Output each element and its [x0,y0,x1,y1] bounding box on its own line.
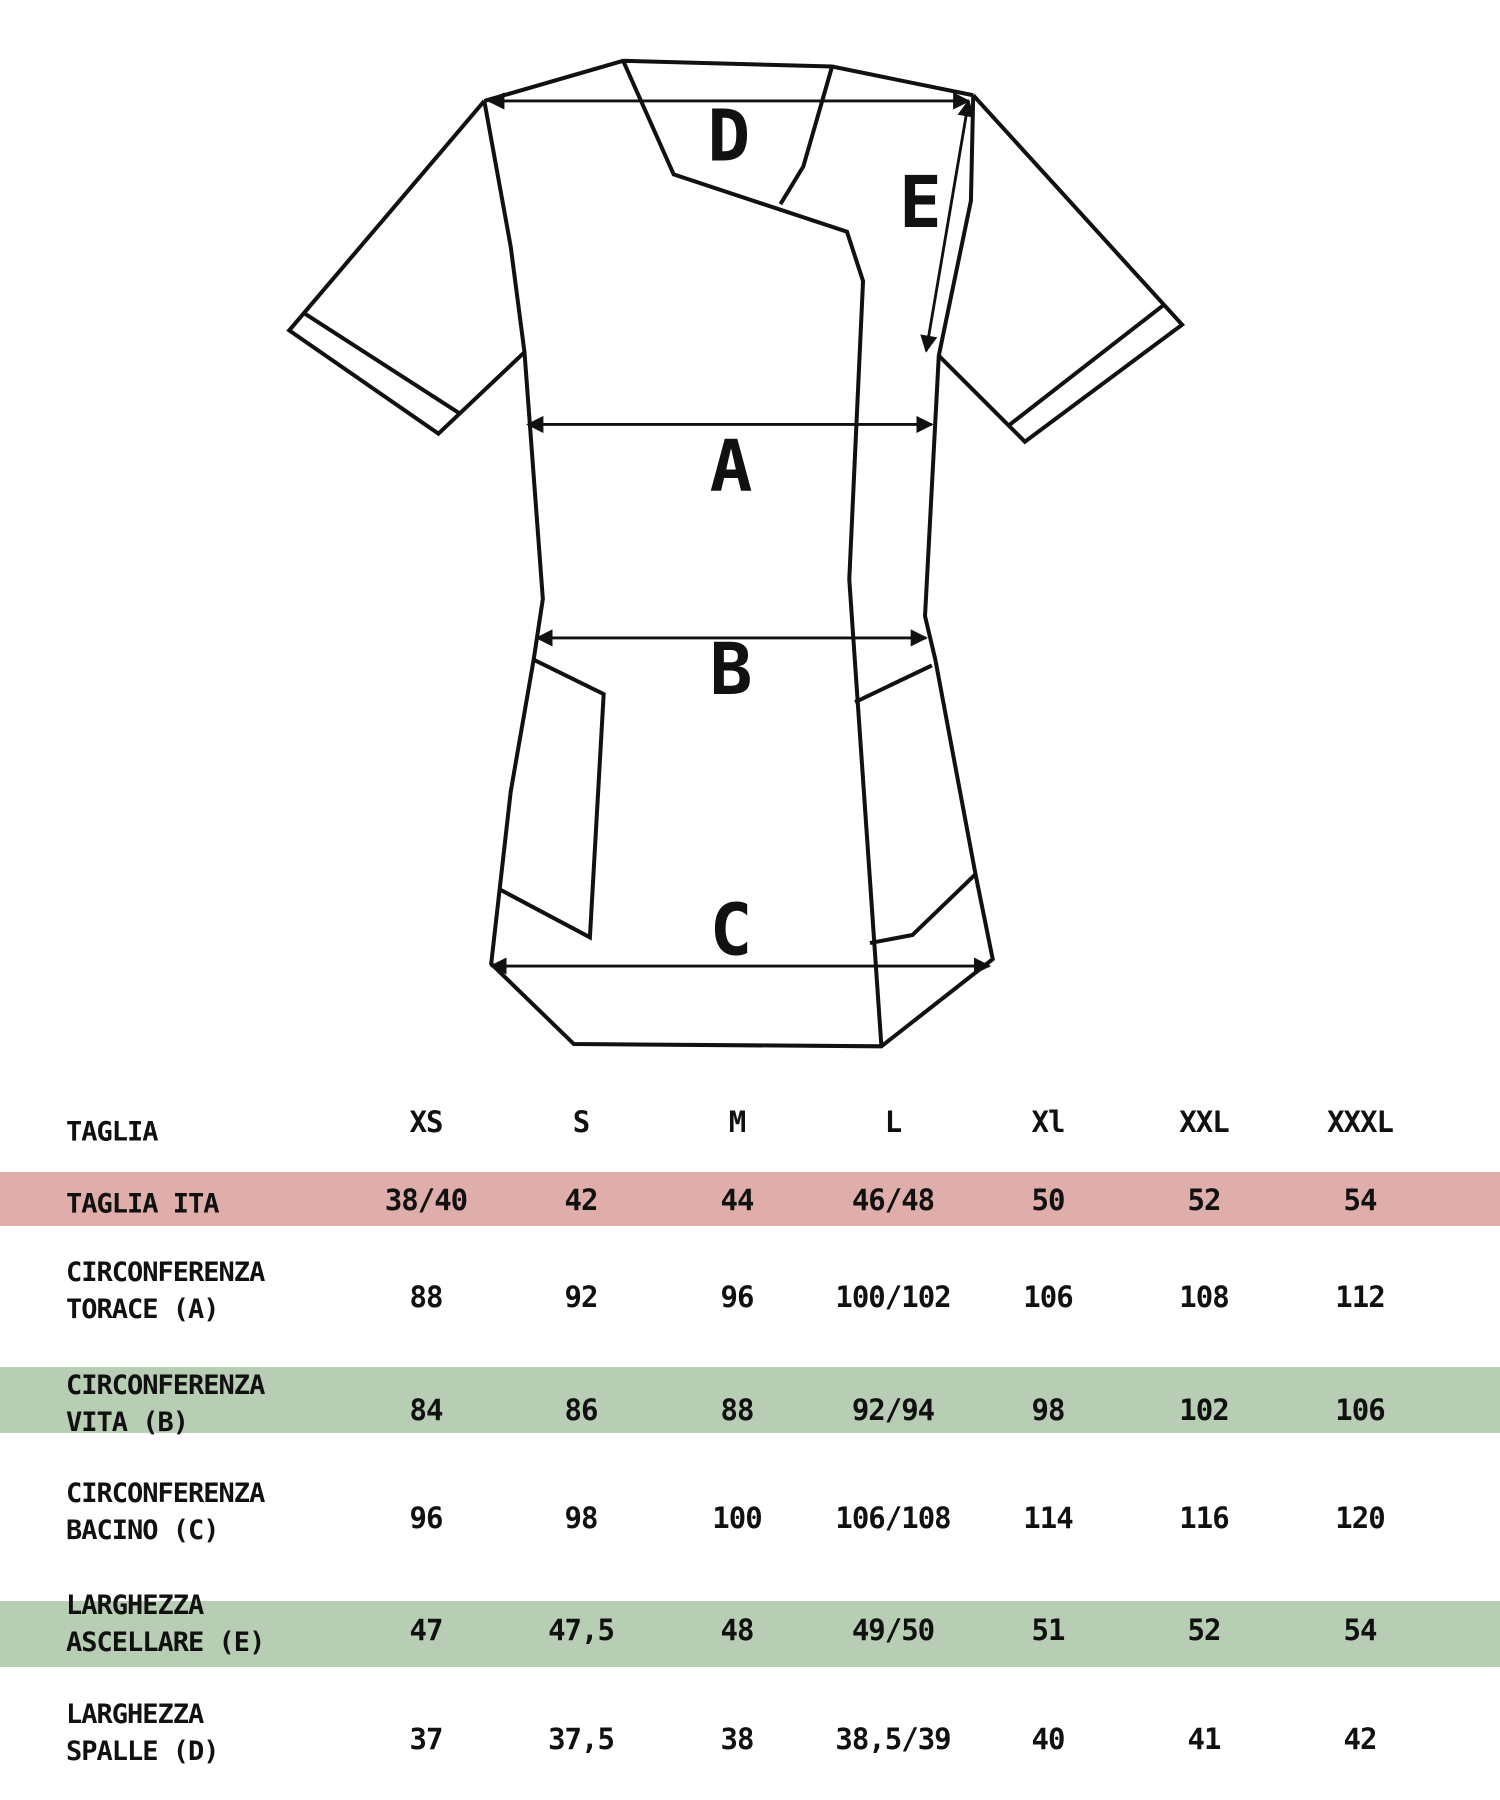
table-cell: 112 [1335,1280,1385,1314]
size-header: L [884,1105,902,1139]
table-cell: 88 [409,1280,444,1314]
table-cell: 38 [720,1722,755,1756]
table-cell: 100/102 [835,1280,951,1314]
table-cell: 54 [1343,1613,1378,1647]
table-cell: 86 [564,1393,599,1427]
row-band-green [0,1367,1500,1433]
table-cell: 47,5 [548,1613,615,1647]
table-cell: 38/40 [384,1183,468,1217]
table-cell: 42 [1343,1722,1378,1756]
size-header: XXXL [1327,1105,1394,1139]
row-band-pink [0,1172,1500,1226]
table-cell: 98 [564,1501,599,1535]
table-cell: 42 [564,1183,599,1217]
table-cell: 106/108 [835,1501,951,1535]
table-cell: 88 [720,1393,755,1427]
table-cell: 96 [720,1280,755,1314]
table-cell: 47 [409,1613,444,1647]
table-cell: 92 [564,1280,599,1314]
table-cell: 108 [1179,1280,1229,1314]
table-cell: 51 [1031,1613,1066,1647]
size-header: XS [409,1105,444,1139]
table-cell: 84 [409,1393,444,1427]
row-label: CIRCONFERENZA TORACE (A) [66,1257,265,1325]
table-cell: 46/48 [851,1183,935,1217]
measure-arrows [487,92,992,975]
arrow-e [920,99,975,353]
table-cell: 52 [1187,1613,1222,1647]
row-band-green [0,1601,1500,1667]
row-label: TAGLIA ITA [66,1188,220,1220]
table-cell: 37 [409,1722,444,1756]
table-cell: 44 [720,1183,755,1217]
table-cell: 41 [1187,1722,1222,1756]
table-cell: 40 [1031,1722,1066,1756]
row-label: CIRCONFERENZA VITA (B) [66,1370,265,1438]
tunic-diagram: D E A B C [286,58,1186,1049]
table-cell: 116 [1179,1501,1229,1535]
row-label: LARGHEZZA SPALLE (D) [66,1699,220,1767]
label-b: B [710,628,753,711]
table-cell: 100 [712,1501,762,1535]
label-e: E [899,161,942,244]
table-cell: 114 [1023,1501,1073,1535]
size-header: S [572,1105,590,1139]
table-cell: 102 [1179,1393,1229,1427]
row-label: LARGHEZZA ASCELLARE (E) [66,1590,265,1658]
table-cell: 106 [1023,1280,1073,1314]
table-cell: 98 [1031,1393,1066,1427]
table-cell: 50 [1031,1183,1066,1217]
size-header: M [728,1105,746,1139]
table-cell: 38,5/39 [835,1722,951,1756]
table-cell: 92/94 [851,1393,935,1427]
table-cell: 49/50 [851,1613,935,1647]
header-label: TAGLIA [66,1116,159,1148]
label-c: C [710,889,753,972]
label-d: D [707,95,750,178]
table-cell: 54 [1343,1183,1378,1217]
size-header: Xl [1031,1105,1066,1139]
label-a: A [710,425,753,508]
table-cell: 106 [1335,1393,1385,1427]
table-cell: 120 [1335,1501,1385,1535]
table-cell: 37,5 [548,1722,615,1756]
table-cell: 48 [720,1613,755,1647]
table-cell: 96 [409,1501,444,1535]
tunic-outline [286,58,1186,1049]
table-cell: 52 [1187,1183,1222,1217]
row-label: CIRCONFERENZA BACINO (C) [66,1478,265,1546]
size-header: XXL [1179,1105,1229,1139]
